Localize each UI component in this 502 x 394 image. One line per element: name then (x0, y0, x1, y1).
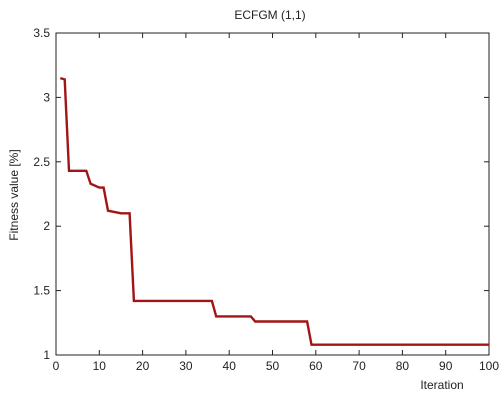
plot-area (55, 32, 490, 356)
y-tick-label: 1 (43, 348, 50, 362)
x-tick-label: 30 (179, 359, 193, 373)
chart-title: ECFGM (1,1) (234, 8, 305, 22)
x-tick-label: 20 (136, 359, 150, 373)
axis-ticks: 0 10 20 30 40 50 60 70 80 90 100 1 1.5 2 2.5 3 3.5 (33, 26, 499, 373)
x-tick-label: 40 (223, 359, 237, 373)
x-tick-label: 90 (439, 359, 453, 373)
y-tick-label: 3 (43, 90, 50, 104)
y-tick-label: 2 (43, 219, 50, 233)
x-tick-label: 50 (266, 359, 280, 373)
x-axis-label: Iteration (420, 378, 463, 392)
x-tick-label: 70 (352, 359, 366, 373)
x-tick-label: 60 (309, 359, 323, 373)
x-tick-label: 10 (93, 359, 107, 373)
x-tick-label: 100 (479, 359, 499, 373)
series-line (59, 76, 489, 346)
y-tick-label: 2.5 (33, 155, 50, 169)
y-axis-label: Fitness value [%] (7, 149, 21, 240)
x-tick-label: 0 (53, 359, 60, 373)
series-layer (59, 76, 489, 346)
y-tick-label: 1.5 (33, 284, 50, 298)
y-tick-label: 3.5 (33, 26, 50, 40)
x-tick-label: 80 (396, 359, 410, 373)
